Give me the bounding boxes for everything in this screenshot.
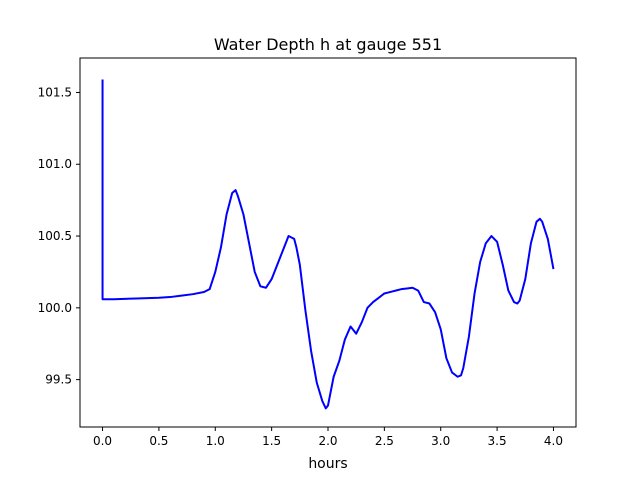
x-tick-label: 3.5 [488, 434, 507, 448]
x-tick-label: 3.0 [431, 434, 450, 448]
x-tick-label: 2.5 [375, 434, 394, 448]
y-tick-label: 101.0 [38, 157, 72, 171]
x-axis-label: hours [308, 456, 347, 472]
y-axis: 99.5 100.0 100.5 101.0 101.5 [38, 85, 80, 387]
y-tick-label: 100.0 [38, 301, 72, 315]
x-tick-label: 2.0 [318, 434, 337, 448]
x-tick-label: 0.0 [93, 434, 112, 448]
x-tick-label: 4.0 [544, 434, 563, 448]
x-tick-label: 0.5 [149, 434, 168, 448]
y-tick-label: 101.5 [38, 85, 72, 99]
axes-frame [79, 57, 577, 428]
x-axis: 0.0 0.5 1.0 1.5 2.0 2.5 3.0 3.5 4.0 [93, 427, 563, 448]
x-tick-label: 1.0 [206, 434, 225, 448]
y-tick-label: 99.5 [45, 373, 72, 387]
series-line-0 [101, 79, 555, 410]
chart-title: Water Depth h at gauge 551 [214, 35, 442, 54]
plot-area [101, 79, 555, 410]
x-tick-label: 1.5 [262, 434, 281, 448]
y-tick-label: 100.5 [38, 229, 72, 243]
